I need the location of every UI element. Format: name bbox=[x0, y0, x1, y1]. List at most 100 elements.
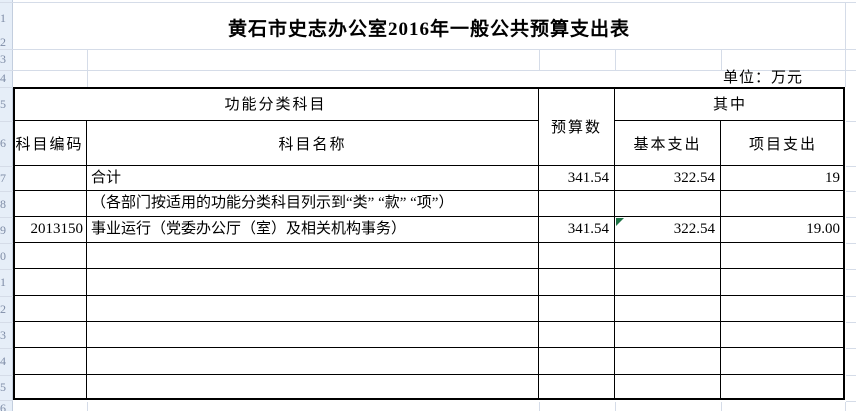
cell-code[interactable] bbox=[13, 322, 87, 348]
cell-basic[interactable]: 322.54 bbox=[615, 166, 721, 191]
budget-table: 功能分类科目 预算数 其中 科目编码 科目名称 基本支出 项目支出 合计 341… bbox=[13, 87, 845, 400]
gridline bbox=[846, 401, 856, 402]
cell-basic[interactable] bbox=[615, 191, 721, 217]
cell-code[interactable] bbox=[13, 269, 87, 296]
row-header-strip bbox=[0, 0, 13, 411]
row-header-label[interactable]: 2 bbox=[0, 35, 6, 49]
row-header-label[interactable]: 8 bbox=[0, 197, 6, 211]
cell-code[interactable] bbox=[13, 348, 87, 375]
gridline bbox=[615, 402, 616, 411]
gridline bbox=[721, 49, 722, 70]
cell-name[interactable]: 事业运行（党委办公厅（室）及相关机构事务） bbox=[87, 217, 539, 243]
cell-budget[interactable]: 341.54 bbox=[539, 217, 615, 243]
gridline bbox=[0, 49, 856, 50]
gridline bbox=[846, 348, 856, 349]
gridline bbox=[0, 217, 13, 218]
cell-code[interactable]: 2013150 bbox=[13, 217, 87, 243]
gridline bbox=[846, 166, 856, 167]
gridline bbox=[0, 2, 856, 3]
gridline bbox=[846, 269, 856, 270]
row-header-label[interactable]: 3 bbox=[0, 328, 6, 342]
gridline bbox=[0, 348, 13, 349]
cell-basic[interactable] bbox=[615, 348, 721, 375]
header-basic-expense[interactable]: 基本支出 bbox=[615, 121, 721, 166]
cell-budget[interactable] bbox=[539, 348, 615, 375]
gridline bbox=[0, 400, 13, 401]
cell-project[interactable] bbox=[721, 322, 845, 348]
cell-project[interactable] bbox=[721, 296, 845, 322]
cell-code[interactable] bbox=[13, 166, 87, 191]
cell-code[interactable] bbox=[13, 243, 87, 269]
cell-budget[interactable] bbox=[539, 322, 615, 348]
row-header-label[interactable]: 4 bbox=[0, 71, 6, 85]
cell-basic[interactable] bbox=[615, 243, 721, 269]
row-header-label[interactable]: 6 bbox=[0, 136, 6, 150]
unit-label[interactable]: 单位：万元 bbox=[723, 70, 804, 86]
gridline bbox=[0, 70, 856, 71]
cell-name[interactable] bbox=[87, 322, 539, 348]
cell-name[interactable] bbox=[87, 348, 539, 375]
header-subject-code[interactable]: 科目编码 bbox=[13, 121, 87, 166]
cell-budget[interactable] bbox=[539, 243, 615, 269]
cell-project[interactable]: 19 bbox=[721, 166, 845, 191]
cell-name[interactable] bbox=[87, 243, 539, 269]
gridline bbox=[0, 121, 13, 122]
row-header-label[interactable]: 0 bbox=[0, 249, 6, 263]
cell-name[interactable] bbox=[87, 269, 539, 296]
cell-code[interactable] bbox=[13, 296, 87, 322]
cell-code[interactable] bbox=[13, 191, 87, 217]
cell-project[interactable]: 19.00 bbox=[721, 217, 845, 243]
sheet-title[interactable]: 黄石市史志办公室2016年一般公共预算支出表 bbox=[227, 19, 630, 40]
cell-code[interactable] bbox=[13, 375, 87, 400]
gridline bbox=[846, 375, 856, 376]
cell-budget[interactable] bbox=[539, 269, 615, 296]
gridline bbox=[87, 402, 88, 411]
cell-budget[interactable] bbox=[539, 375, 615, 400]
header-func-category[interactable]: 功能分类科目 bbox=[13, 87, 539, 121]
cell-project[interactable] bbox=[721, 348, 845, 375]
cell-budget[interactable] bbox=[539, 296, 615, 322]
gridline bbox=[87, 49, 88, 87]
cell-name[interactable]: （各部门按适用的功能分类科目列示到“类” “款” “项”） bbox=[87, 191, 539, 217]
gridline bbox=[615, 49, 616, 70]
cell-project[interactable] bbox=[721, 191, 845, 217]
header-among[interactable]: 其中 bbox=[615, 87, 845, 121]
row-header-label[interactable]: 1 bbox=[0, 11, 6, 25]
cell-basic[interactable]: 322.54 bbox=[615, 217, 721, 243]
cell-name[interactable] bbox=[87, 296, 539, 322]
gridline bbox=[0, 87, 13, 88]
gridline bbox=[0, 166, 13, 167]
row-header-label[interactable]: 6 bbox=[0, 401, 6, 411]
cell-budget[interactable] bbox=[539, 191, 615, 217]
header-subject-name[interactable]: 科目名称 bbox=[87, 121, 539, 166]
cell-basic[interactable] bbox=[615, 296, 721, 322]
table-border bbox=[13, 87, 845, 400]
gridline bbox=[845, 2, 846, 87]
row-header-label[interactable]: 5 bbox=[0, 97, 6, 111]
cell-basic[interactable] bbox=[615, 375, 721, 400]
cell-name[interactable]: 合计 bbox=[87, 166, 539, 191]
cell-project[interactable] bbox=[721, 269, 845, 296]
cell-project[interactable] bbox=[721, 243, 845, 269]
row-header-label[interactable]: 1 bbox=[0, 275, 6, 289]
row-header-label[interactable]: 7 bbox=[0, 171, 6, 185]
gridline bbox=[0, 191, 13, 192]
cell-error-indicator-icon bbox=[616, 218, 624, 226]
gridline bbox=[846, 296, 856, 297]
cell-budget[interactable]: 341.54 bbox=[539, 166, 615, 191]
cell-name[interactable] bbox=[87, 375, 539, 400]
gridline bbox=[846, 322, 856, 323]
row-header-label[interactable]: 3 bbox=[0, 52, 6, 66]
header-budget[interactable]: 预算数 bbox=[539, 87, 615, 166]
row-header-label[interactable]: 4 bbox=[0, 354, 6, 368]
row-header-label[interactable]: 9 bbox=[0, 223, 6, 237]
row-header-label[interactable]: 2 bbox=[0, 302, 6, 316]
row-header-label[interactable]: 5 bbox=[0, 380, 6, 394]
header-project-expense[interactable]: 项目支出 bbox=[721, 121, 845, 166]
gridline bbox=[721, 402, 722, 411]
cell-basic[interactable] bbox=[615, 322, 721, 348]
gridline bbox=[0, 269, 13, 270]
cell-basic[interactable] bbox=[615, 269, 721, 296]
gridline bbox=[539, 49, 540, 70]
